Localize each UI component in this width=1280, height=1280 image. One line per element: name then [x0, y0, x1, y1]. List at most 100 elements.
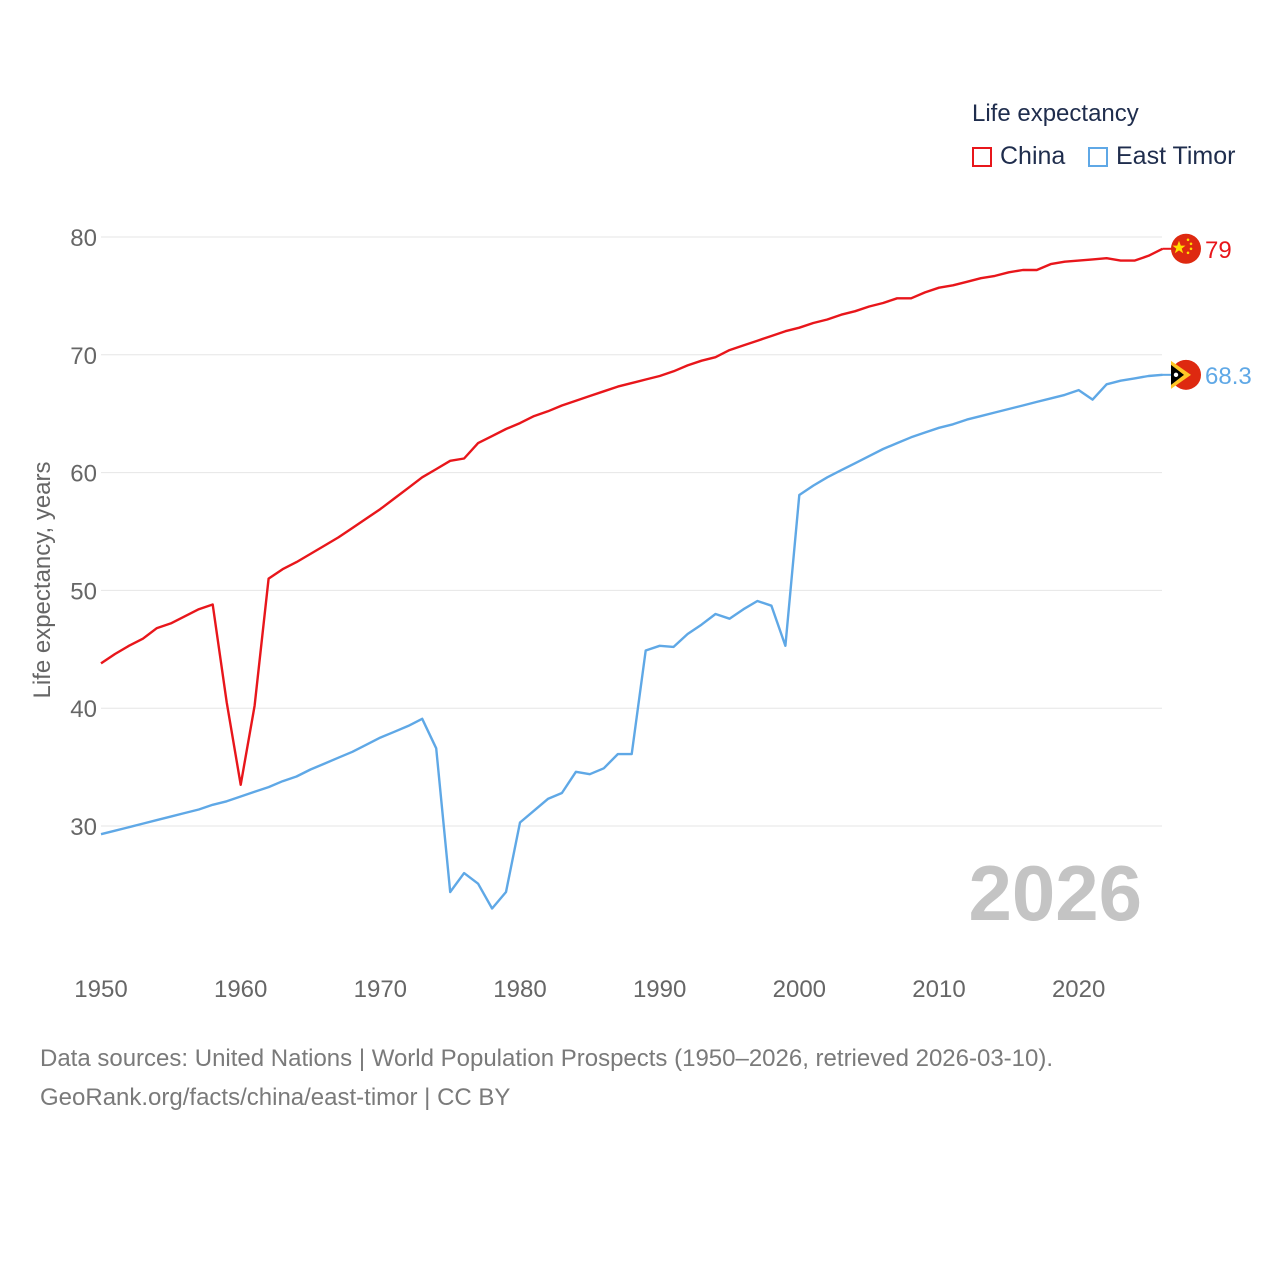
point-china-2023	[1119, 259, 1121, 261]
gridlines	[101, 236, 1162, 827]
point-east-timor-1976	[463, 872, 465, 874]
y-tick-30: 30	[70, 814, 97, 841]
point-china-1988	[631, 382, 633, 384]
china-flag-icon	[1171, 233, 1201, 264]
point-china-1965	[309, 553, 311, 555]
x-tick-2020: 2020	[1052, 976, 1105, 1003]
point-east-timor-1975	[449, 891, 451, 893]
point-east-timor-1982	[547, 798, 549, 800]
point-east-timor-2013	[980, 415, 982, 417]
point-east-timor-1993	[700, 623, 702, 625]
point-china-1986	[603, 390, 605, 392]
x-tick-1970: 1970	[354, 976, 407, 1003]
point-east-timor-1989	[644, 649, 646, 651]
point-china-1998	[770, 335, 772, 337]
point-east-timor-1965	[309, 768, 311, 770]
point-china-1954	[156, 627, 158, 629]
point-east-timor-2011	[952, 423, 954, 425]
point-east-timor-1951	[114, 830, 116, 832]
y-tick-40: 40	[70, 696, 97, 723]
x-tick-2010: 2010	[912, 976, 965, 1003]
y-tick-70: 70	[70, 343, 97, 370]
point-china-2009	[924, 291, 926, 293]
point-china-1964	[295, 561, 297, 563]
point-east-timor-1957	[198, 808, 200, 810]
point-china-1985	[589, 395, 591, 397]
point-east-timor-1964	[295, 775, 297, 777]
point-china-1972	[407, 487, 409, 489]
point-china-1952	[128, 645, 130, 647]
point-china-2008	[910, 297, 912, 299]
end-label-china: 79	[1205, 237, 1232, 264]
point-east-timor-2005	[868, 455, 870, 457]
point-china-1975	[449, 460, 451, 462]
point-east-timor-1959	[225, 800, 227, 802]
point-east-timor-2016	[1022, 404, 1024, 406]
series-end-markers: 79 68.3	[1162, 233, 1252, 390]
point-china-1979	[505, 428, 507, 430]
point-east-timor-2004	[854, 462, 856, 464]
point-china-1978	[491, 435, 493, 437]
point-china-1987	[617, 385, 619, 387]
point-china-2004	[854, 310, 856, 312]
point-east-timor-1986	[603, 767, 605, 769]
point-east-timor-1990	[658, 645, 660, 647]
point-china-1984	[575, 400, 577, 402]
point-china-2011	[952, 284, 954, 286]
point-china-2020	[1077, 259, 1079, 261]
x-tick-1980: 1980	[493, 976, 546, 1003]
point-china-2006	[882, 302, 884, 304]
point-china-1973	[421, 476, 423, 478]
point-east-timor-2010	[938, 427, 940, 429]
y-tick-80: 80	[70, 225, 97, 252]
point-china-2001	[812, 322, 814, 324]
point-china-2013	[980, 277, 982, 279]
point-east-timor-1995	[728, 617, 730, 619]
point-east-timor-1978	[491, 907, 493, 909]
point-east-timor-2000	[798, 494, 800, 496]
point-east-timor-2022	[1105, 383, 1107, 385]
point-china-1961	[253, 705, 255, 707]
legend-label-east-timor: East Timor	[1116, 142, 1236, 170]
point-china-1994	[714, 356, 716, 358]
point-china-1969	[365, 517, 367, 519]
point-east-timor-1972	[407, 725, 409, 727]
series-lines	[100, 247, 1164, 910]
point-china-1963	[281, 568, 283, 570]
point-east-timor-1953	[142, 822, 144, 824]
point-east-timor-1992	[686, 633, 688, 635]
end-label-east-timor: 68.3	[1205, 363, 1252, 390]
x-tick-1950: 1950	[74, 976, 127, 1003]
y-tick-50: 50	[70, 578, 97, 605]
footer-attribution: GeoRank.org/facts/china/east-timor | CC …	[40, 1084, 511, 1111]
point-china-1995	[728, 349, 730, 351]
point-east-timor-1971	[393, 731, 395, 733]
point-east-timor-2024	[1133, 377, 1135, 379]
east-timor-flag-icon	[1171, 359, 1201, 390]
point-china-1991	[672, 370, 674, 372]
point-east-timor-2009	[924, 431, 926, 433]
point-china-1970	[379, 508, 381, 510]
point-china-2019	[1063, 261, 1065, 263]
legend-item-east-timor[interactable]: East Timor	[1088, 142, 1235, 171]
point-east-timor-2023	[1119, 380, 1121, 382]
point-east-timor-1966	[323, 762, 325, 764]
point-china-1980	[519, 422, 521, 424]
point-east-timor-1969	[365, 744, 367, 746]
point-east-timor-1994	[714, 613, 716, 615]
legend-swatch-china	[972, 146, 992, 167]
legend-label-china: China	[1000, 142, 1066, 170]
point-east-timor-1958	[212, 804, 214, 806]
point-china-1974	[435, 468, 437, 470]
legend-item-china[interactable]: China	[972, 142, 1065, 171]
point-china-1990	[658, 375, 660, 377]
point-china-2005	[868, 305, 870, 307]
point-east-timor-2007	[896, 442, 898, 444]
point-china-2016	[1022, 269, 1024, 271]
point-china-1992	[686, 364, 688, 366]
point-east-timor-2002	[826, 476, 828, 478]
x-tick-1960: 1960	[214, 976, 267, 1003]
point-east-timor-1977	[477, 883, 479, 885]
point-east-timor-2014	[994, 411, 996, 413]
point-east-timor-1967	[337, 756, 339, 758]
